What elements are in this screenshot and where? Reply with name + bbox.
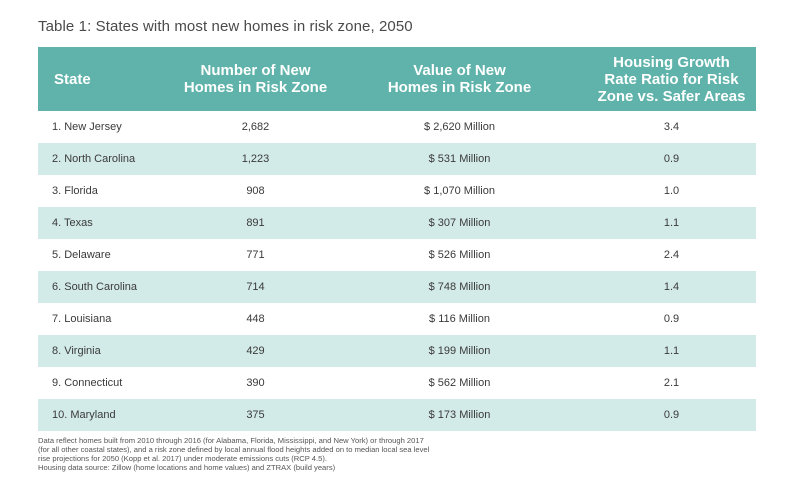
table-row: 5. Delaware 771 $ 526 Million 2.4	[38, 239, 756, 271]
cell-ratio: 1.4	[663, 281, 680, 293]
cell-value: $ 531 Million	[428, 153, 491, 165]
table-row: 7. Louisiana 448 $ 116 Million 0.9	[38, 303, 756, 335]
cell-state: 10. Maryland	[52, 409, 116, 421]
cell-state: 9. Connecticut	[52, 377, 123, 389]
cell-homes: 429	[246, 345, 265, 357]
note-line: Data reflect homes built from 2010 throu…	[38, 436, 424, 445]
cell-state: 8. Virginia	[52, 345, 101, 357]
note-line: rise projections for 2050 (Kopp et al. 2…	[38, 454, 327, 463]
table-row: 10. Maryland 375 $ 173 Million 0.9	[38, 399, 756, 431]
cell-homes: 390	[246, 377, 265, 389]
cell-value: $ 116 Million	[429, 313, 490, 325]
table-row: 4. Texas 891 $ 307 Million 1.1	[38, 207, 756, 239]
header-ratio-line-2: Rate Ratio for Risk	[604, 70, 739, 88]
cell-value: $ 199 Million	[428, 345, 491, 357]
cell-homes: 891	[246, 217, 265, 229]
cell-state: 5. Delaware	[52, 249, 111, 261]
note-line: Housing data source: Zillow (home locati…	[38, 463, 336, 472]
header-value-of-new-homes: Value of New Homes in Risk Zone	[332, 47, 587, 111]
header-value-line-1: Value of New	[413, 62, 506, 79]
cell-state: 6. South Carolina	[52, 281, 137, 293]
header-homes-line-2: Homes in Risk Zone	[183, 79, 328, 96]
cell-ratio: 1.1	[663, 217, 680, 229]
states-risk-table: State Number of New Homes in Risk Zone V…	[38, 47, 756, 431]
cell-homes: 2,682	[241, 121, 270, 133]
cell-value: $ 1,070 Million	[424, 185, 495, 197]
cell-homes: 771	[246, 249, 265, 261]
header-value-line-2: Homes in Risk Zone	[387, 79, 532, 96]
header-ratio-line-1: Housing Growth	[613, 53, 730, 71]
cell-homes: 1,223	[241, 153, 270, 165]
cell-homes: 714	[246, 281, 265, 293]
table-row: 6. South Carolina 714 $ 748 Million 1.4	[38, 271, 756, 303]
note-line: (for all other coastal states), and a ri…	[38, 445, 430, 454]
cell-homes: 908	[246, 185, 265, 197]
header-ratio-line-3: Zone vs. Safer Areas	[597, 87, 746, 105]
cell-ratio: 1.1	[663, 345, 680, 357]
cell-ratio: 2.4	[663, 249, 680, 261]
table-row: 3. Florida 908 $ 1,070 Million 1.0	[38, 175, 756, 207]
cell-ratio: 0.9	[663, 409, 680, 421]
table-row: 2. North Carolina 1,223 $ 531 Million 0.…	[38, 143, 756, 175]
cell-ratio: 1.0	[663, 185, 680, 197]
cell-value: $ 307 Million	[428, 217, 491, 229]
source-notes: Data reflect homes built from 2010 throu…	[38, 436, 758, 472]
table-row: 9. Connecticut 390 $ 562 Million 2.1	[38, 367, 756, 399]
table-row: 8. Virginia 429 $ 199 Million 1.1	[38, 335, 756, 367]
header-homes-line-1: Number of New	[200, 62, 311, 79]
cell-state: 7. Louisiana	[52, 313, 112, 325]
cell-homes: 375	[246, 409, 265, 421]
header-state: State	[54, 70, 91, 88]
cell-state: 4. Texas	[52, 217, 93, 229]
cell-value: $ 2,620 Million	[424, 121, 495, 133]
cell-homes: 448	[246, 313, 265, 325]
cell-value: $ 562 Million	[428, 377, 491, 389]
cell-ratio: 0.9	[663, 153, 680, 165]
cell-value: $ 748 Million	[428, 281, 491, 293]
cell-ratio: 2.1	[663, 377, 680, 389]
table-caption: Table 1: States with most new homes in r…	[38, 18, 413, 35]
table-row: 1. New Jersey 2,682 $ 2,620 Million 3.4	[38, 111, 756, 143]
cell-state: 2. North Carolina	[52, 153, 136, 165]
cell-state: 1. New Jersey	[52, 121, 122, 133]
table-header-row: State Number of New Homes in Risk Zone V…	[38, 47, 756, 111]
cell-ratio: 0.9	[663, 313, 680, 325]
cell-state: 3. Florida	[52, 185, 98, 197]
cell-value: $ 173 Million	[428, 409, 491, 421]
cell-ratio: 3.4	[663, 121, 680, 133]
header-growth-rate-ratio: Housing Growth Rate Ratio for Risk Zone …	[587, 47, 756, 111]
header-number-of-new-homes: Number of New Homes in Risk Zone	[179, 47, 332, 111]
cell-value: $ 526 Million	[428, 249, 491, 261]
